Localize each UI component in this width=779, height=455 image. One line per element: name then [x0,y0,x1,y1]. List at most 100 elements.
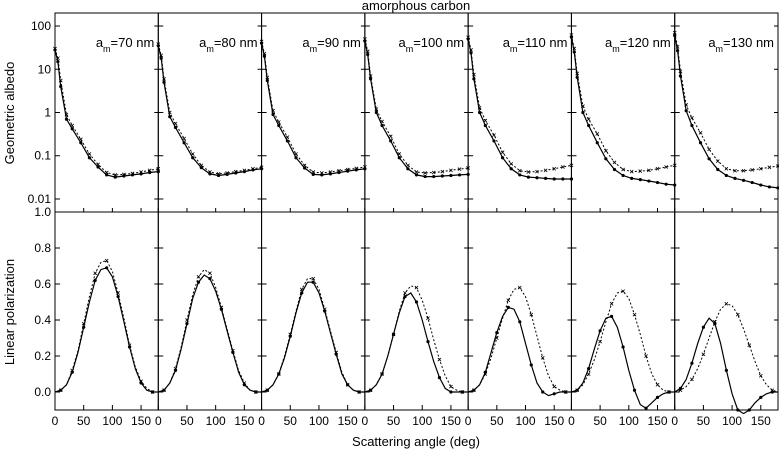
albedo-dotted-point [733,168,737,173]
polarization-solid-point [690,361,694,365]
albedo-solid-line [157,45,262,177]
albedo-dotted-point [414,170,419,174]
polarization-dotted-line [54,259,159,393]
albedo-dotted-point [121,172,126,177]
albedo-dotted-point [647,168,651,173]
x-tick-label: 150 [441,414,461,428]
polarization-panel-frame [467,211,572,411]
albedo-solid-point [380,123,384,128]
albedo-solid-point [303,166,307,170]
y-tick-label-albedo: 100 [31,19,51,33]
albedo-dotted-point [216,172,221,176]
panel-3: 0 50 100 150 am=90 nm [258,12,367,428]
polarization-solid-point [552,392,556,396]
albedo-dotted-point [167,110,172,115]
albedo-dotted-point [698,130,703,135]
polarization-dotted-point [598,339,603,344]
albedo-dotted-point [560,165,565,169]
albedo-solid-point [87,156,92,160]
albedo-solid-line [467,38,572,180]
albedo-dotted-point [156,42,161,47]
panel-label-part: m [103,44,111,54]
polarization-dotted-point [437,357,442,362]
albedo-dotted-point [449,168,453,173]
albedo-solid-point [162,80,166,84]
albedo-dotted-point [251,166,255,171]
panel-label-part: a [199,35,207,50]
y-axis-label-albedo: Geometric albedo [2,62,17,165]
polarization-dotted-point [299,287,304,292]
albedo-solid-point [262,54,267,58]
polarization-dotted-line [261,278,365,393]
polarization-dotted-point [357,390,362,394]
albedo-solid-point [500,156,505,160]
albedo-dotted-point [328,170,333,174]
polarization-dotted-point [655,382,660,387]
albedo-dotted-point [262,51,267,56]
albedo-solid-point [271,112,275,117]
panel-label-part: m [612,44,620,54]
panel-label-part: =120 nm [620,35,671,50]
albedo-dotted-point [684,103,689,107]
albedo-solid-point [64,117,69,121]
polarization-solid-point [116,295,120,299]
albedo-solid-point [368,77,373,81]
polarization-solid-point [208,277,212,281]
polarization-solid-point [82,325,86,329]
x-tick-label: 100 [206,414,226,428]
polarization-solid-point [701,325,706,329]
albedo-dotted-point [265,75,270,80]
polarization-dotted-point [81,321,86,326]
polarization-dotted-point [506,298,511,303]
polarization-solid-point [541,390,545,394]
panel-label-part: a [708,35,716,50]
albedo-solid-point [366,52,370,57]
albedo-dotted-point [78,137,83,142]
polarization-dotted-point [690,377,694,382]
x-tick-label: 150 [647,414,667,428]
panel-2: 0 50 100 150 am=80 nm [155,12,264,428]
panel-label-part: a [96,35,104,50]
x-tick-label: 150 [234,414,254,428]
albedo-solid-point [173,125,178,130]
x-tick-label: 0 [568,414,575,428]
polarization-dotted-point [116,291,121,295]
albedo-solid-point [414,173,419,177]
albedo-dotted-point [302,163,307,168]
albedo-dotted-line [261,41,365,174]
albedo-dotted-point [368,74,373,78]
polarization-dotted-point [368,388,373,393]
panel-label-part: =130 nm [723,35,774,50]
albedo-solid-point [604,157,608,161]
albedo-dotted-point [208,170,212,174]
albedo-solid-point [716,167,720,172]
panel-label-part: =90 nm [317,35,361,50]
polarization-panel-frame [674,211,779,411]
albedo-dotted-point [517,168,522,173]
albedo-dotted-point [535,169,539,174]
x-tick-label: 0 [465,414,472,428]
polarization-solid-point [426,340,430,344]
polarization-dotted-point [322,307,327,312]
polarization-dotted-point [460,390,465,394]
panel-label: am=100 nm [398,35,464,54]
albedo-dotted-point [285,135,290,139]
y-tick-label-polarization: 0.4 [34,313,51,327]
albedo-solid-line [54,49,159,178]
albedo-solid-point [79,141,83,145]
polarization-dotted-point [253,390,258,394]
albedo-dotted-line [674,32,779,172]
panel-label-part: m [510,44,518,54]
x-tick-label: 150 [544,414,564,428]
polarization-dotted-point [380,372,384,376]
panel-4: 0 50 100 150 am=100 nm [362,12,471,428]
albedo-solid-point [698,141,703,145]
albedo-solid-point [535,176,539,180]
panel-label: am=80 nm [199,35,257,54]
albedo-solid-line [570,37,675,186]
panel-label: am=110 nm [503,35,568,54]
albedo-dotted-point [271,108,275,113]
albedo-solid-point [569,35,574,39]
albedo-solid-point [638,178,642,182]
